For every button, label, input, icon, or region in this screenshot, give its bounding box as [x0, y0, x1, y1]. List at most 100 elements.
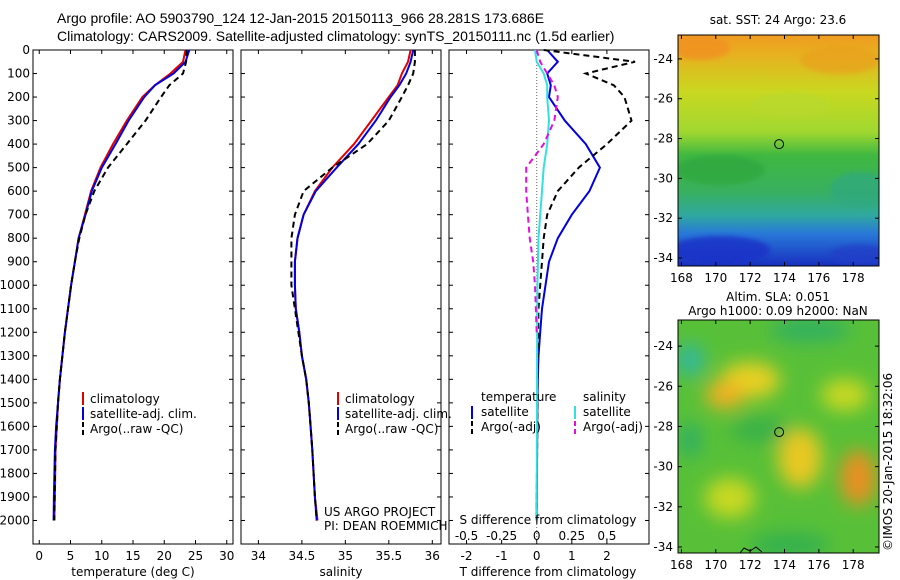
salinity-panel-frame [240, 49, 442, 545]
depth-tick-label: 1100 [0, 302, 30, 316]
temperature-tick-label: 0 [35, 549, 43, 563]
difference-top-tick-label: 0 [533, 529, 541, 543]
difference-series-line [525, 49, 559, 333]
depth-tick-label: 2000 [0, 513, 30, 527]
difference-tick-label: 0 [533, 549, 541, 563]
legend-label-temperature-argo: Argo(-adj) [481, 420, 541, 434]
difference-top-tick-label: 0.25 [558, 529, 585, 543]
sla-map-title-1: Altim. SLA: 0.051 [726, 290, 830, 304]
temperature-tick-label: 20 [157, 549, 172, 563]
lat-tick-label: -34 [653, 251, 673, 265]
salinity-series-line [293, 49, 415, 521]
lat-tick-label: -34 [653, 540, 673, 554]
lon-tick-label: 170 [704, 271, 727, 285]
salinity-tick-label: 34.5 [289, 549, 316, 563]
lat-tick-label: -32 [653, 500, 673, 514]
depth-tick-label: 200 [7, 90, 30, 104]
salinity-tick-label: 34 [251, 549, 266, 563]
lon-tick-label: 168 [670, 271, 693, 285]
depth-tick-label: 1400 [0, 372, 30, 386]
temperature-tick-label: 15 [125, 549, 140, 563]
salinity-series-line [290, 50, 416, 521]
legend-title-salinity: salinity [583, 390, 626, 404]
sst-warm-patch [678, 36, 730, 60]
depth-tick-label: 900 [7, 255, 30, 269]
difference-top-label: S difference from climatology [460, 513, 637, 527]
sst-map-title: sat. SST: 24 Argo: 23.6 [710, 13, 847, 27]
temperature-series-line [53, 49, 187, 521]
sla-high-patch [705, 381, 745, 409]
lon-tick-label: 172 [739, 558, 762, 572]
legend-label-salinity-argo: Argo(-adj) [583, 420, 643, 434]
depth-tick-label: 1500 [0, 396, 30, 410]
lon-tick-label: 170 [704, 558, 727, 572]
sst-cold-patch [830, 245, 879, 265]
legend-label-climatology: climatology [90, 392, 160, 406]
sla-high-patch [821, 379, 869, 411]
temperature-legend: climatology satellite-adj. clim. Argo(..… [82, 392, 197, 436]
sla-low-patch [770, 320, 850, 342]
temperature-xlabel: temperature (deg C) [71, 565, 194, 579]
sla-map-frame [677, 319, 880, 554]
lat-tick-label: -24 [653, 339, 673, 353]
temperature-tick-label: 5 [67, 549, 75, 563]
sst-cool-patch [678, 155, 765, 185]
lat-tick-label: -32 [653, 211, 673, 225]
temperature-panel-frame [32, 49, 234, 545]
sst-warm-patch [800, 46, 879, 74]
legend-label-satellite: satellite-adj. clim. [90, 407, 197, 421]
depth-tick-label: 1600 [0, 419, 30, 433]
sla-low-patch [730, 418, 790, 442]
depth-tick-label: 300 [7, 114, 30, 128]
lat-tick-label: -30 [653, 460, 673, 474]
legend-label-argo: Argo(..raw -QC) [345, 422, 438, 436]
sla-high-patch [705, 478, 755, 518]
depth-tick-label: 1300 [0, 349, 30, 363]
legend-label-climatology: climatology [345, 392, 415, 406]
lon-tick-label: 174 [773, 271, 796, 285]
sst-map-axes: -24 -26 -28 -30 -32 -34 168 170 172 174 176 178 [653, 35, 879, 285]
difference-top-tick-label: -0.5 [455, 529, 478, 543]
lon-tick-label: 178 [842, 271, 865, 285]
sst-map-frame [677, 34, 880, 267]
lat-tick-label: -24 [653, 52, 673, 66]
lat-tick-label: -30 [653, 171, 673, 185]
legend-label-salinity-satellite: satellite [583, 405, 631, 419]
salinity-tick-label: 35 [338, 549, 353, 563]
salinity-tick-label: 35.5 [375, 549, 402, 563]
lon-tick-label: 176 [807, 558, 830, 572]
difference-tick-label: -1 [496, 549, 508, 563]
float-position-marker [774, 139, 785, 150]
difference-xlabel: T difference from climatology [459, 565, 637, 579]
legend-label-satellite: satellite-adj. clim. [345, 407, 452, 421]
title-line-2: Climatology: CARS2009. Satellite-adjuste… [57, 28, 615, 44]
lon-tick-label: 172 [739, 271, 762, 285]
depth-tick-label: 800 [7, 231, 30, 245]
float-position-marker [774, 427, 785, 438]
title-line-1: Argo profile: AO 5903790_124 12-Jan-2015… [57, 10, 545, 26]
sla-map [678, 320, 879, 553]
depth-tick-label: 1000 [0, 278, 30, 292]
lon-tick-label: 174 [773, 558, 796, 572]
salinity-legend: climatology satellite-adj. clim. Argo(..… [337, 392, 452, 436]
difference-series-line [535, 49, 602, 521]
sst-mid-patch [750, 93, 830, 117]
temperature-tick-label: 10 [94, 549, 109, 563]
lon-tick-label: 176 [807, 271, 830, 285]
temperature-series-line [52, 49, 191, 521]
depth-tick-label: 1200 [0, 325, 30, 339]
difference-tick-label: 2 [603, 549, 611, 563]
depth-tick-label: 100 [7, 67, 30, 81]
temperature-series-line [53, 49, 188, 521]
temperature-tick-label: 25 [188, 549, 203, 563]
lat-tick-label: -26 [653, 92, 673, 106]
difference-tick-label: -2 [461, 549, 473, 563]
sla-map-title-2: Argo h1000: 0.09 h2000: NaN [688, 304, 868, 318]
lon-tick-label: 178 [842, 558, 865, 572]
depth-tick-label: 600 [7, 184, 30, 198]
temperature-tick-label: 30 [219, 549, 234, 563]
legend-label-argo: Argo(..raw -QC) [90, 422, 183, 436]
lat-tick-label: -26 [653, 379, 673, 393]
pi-credit: PI: DEAN ROEMMICH [324, 519, 447, 533]
